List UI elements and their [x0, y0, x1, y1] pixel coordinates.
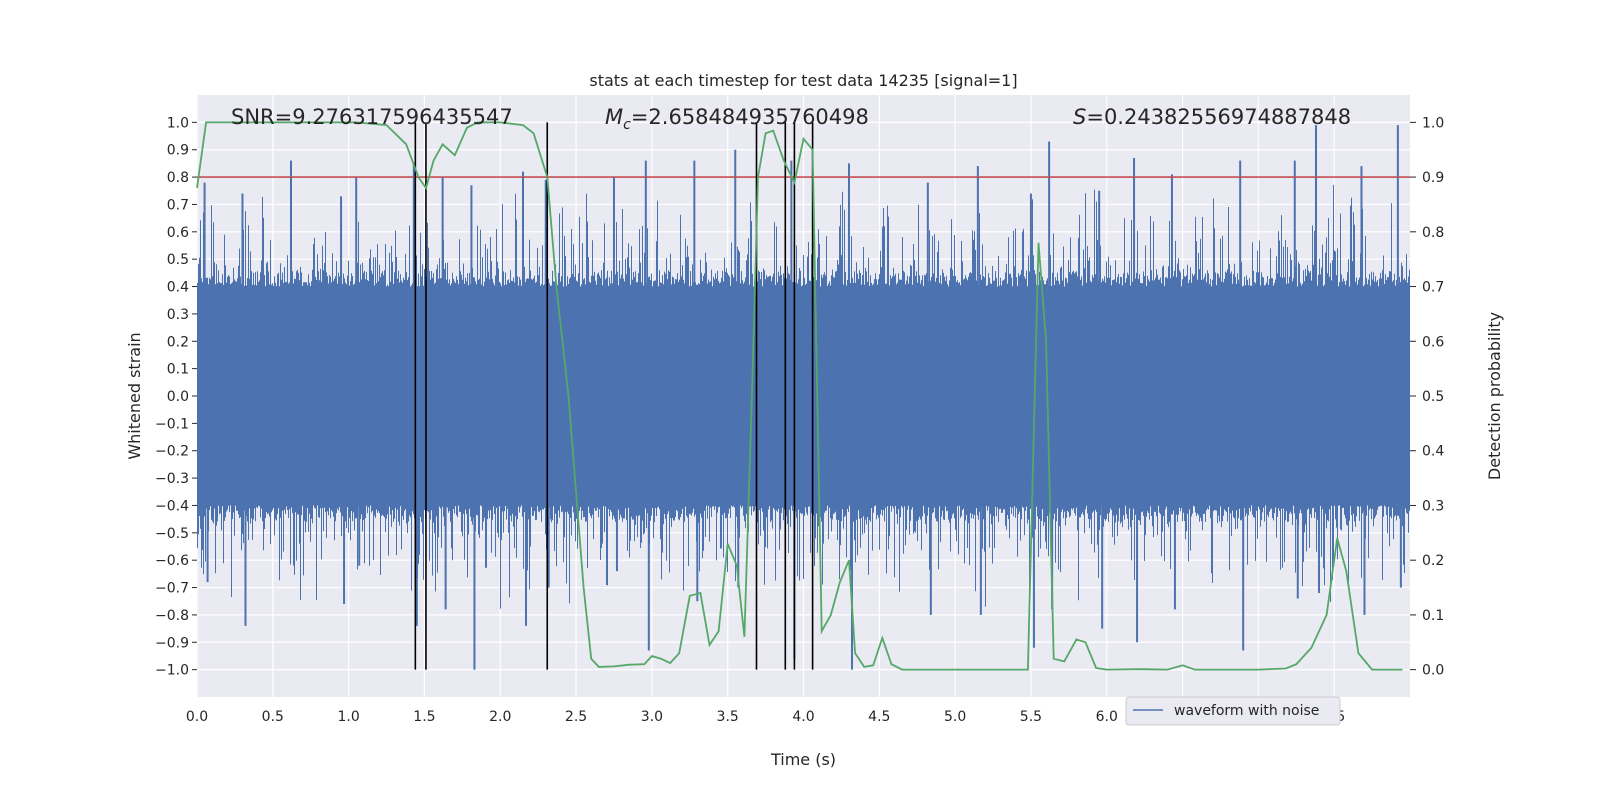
y-left-tick-label: 0.4: [167, 280, 189, 296]
x-tick-label: 0.5: [262, 709, 284, 725]
x-tick-label: 4.5: [868, 709, 890, 725]
y-left-tick-label: −0.9: [155, 635, 189, 651]
y-left-tick-label: −0.3: [155, 471, 189, 487]
y-left-tick-label: −0.2: [155, 444, 189, 460]
y-left-tick-label: 1.0: [167, 115, 189, 131]
y-axis-label-right: Detection probability: [1485, 312, 1504, 480]
chart-title: stats at each timestep for test data 142…: [589, 71, 1017, 90]
y-right-tick-label: 0.5: [1422, 389, 1444, 405]
y-left-tick-label: 0.1: [167, 362, 189, 378]
y-right-tick-label: 1.0: [1422, 115, 1444, 131]
y-right-tick-label: 0.2: [1422, 553, 1444, 569]
y-right-tick-label: 0.4: [1422, 444, 1444, 460]
detection-probability-line: [196, 121, 1403, 671]
y-left-tick-label: −0.7: [155, 581, 189, 597]
y-right-axis-ticks: 1.0 0.9 0.8 0.7 0.6 0.5 0.4 0.3 0.2 0.1 0.0: [1410, 115, 1444, 679]
mc-symbol: M: [605, 105, 623, 129]
y-left-tick-label: −1.0: [155, 663, 189, 679]
y-right-tick-label: 0.0: [1422, 663, 1444, 679]
y-right-tick-label: 0.7: [1422, 280, 1444, 296]
y-left-tick-label: 0.6: [167, 225, 189, 241]
y-left-tick-label: 0.3: [167, 307, 189, 323]
y-left-tick-label: 0.2: [167, 334, 189, 350]
legend-box: [1125, 696, 1341, 726]
x-tick-label: 1.5: [413, 709, 435, 725]
x-tick-label: 4.0: [792, 709, 814, 725]
y-right-tick-label: 0.8: [1422, 225, 1444, 241]
y-left-tick-label: −0.6: [155, 553, 189, 569]
y-right-tick-label: 0.9: [1422, 170, 1444, 186]
y-left-tick-label: 0.7: [167, 197, 189, 213]
y-left-tick-label: −0.5: [155, 526, 189, 542]
s-value: =0.24382556974887848: [1086, 105, 1351, 129]
chirp-mass-annotation: Mc=2.658484935760498: [605, 105, 869, 133]
snr-annotation: SNR=9.276317596435547: [231, 105, 513, 129]
x-tick-label: 3.0: [641, 709, 663, 725]
legend: waveform with noise: [1125, 696, 1341, 726]
y-right-tick-label: 0.1: [1422, 608, 1444, 624]
waveform-noise: [197, 184, 1410, 609]
s-annotation: S=0.24382556974887848: [1073, 105, 1351, 129]
y-left-tick-label: −0.1: [155, 416, 189, 432]
x-axis-label: Time (s): [770, 750, 836, 769]
x-tick-label: 6.0: [1096, 709, 1118, 725]
x-tick-label: 5.5: [1020, 709, 1042, 725]
y-left-tick-label: 0.8: [167, 170, 189, 186]
mc-value: =2.658484935760498: [631, 105, 869, 129]
y-right-tick-label: 0.3: [1422, 498, 1444, 514]
x-tick-label: 1.0: [337, 709, 359, 725]
x-tick-label: 2.5: [565, 709, 587, 725]
waveform-series: [197, 125, 1410, 670]
x-tick-label: 2.0: [489, 709, 511, 725]
y-axis-label-left: Whitened strain: [125, 332, 144, 459]
y-right-tick-label: 0.6: [1422, 334, 1444, 350]
y-left-tick-label: 0.5: [167, 252, 189, 268]
x-tick-label: 3.5: [717, 709, 739, 725]
mc-subscript: c: [623, 117, 631, 133]
x-tick-label: 5.0: [944, 709, 966, 725]
y-left-tick-label: 0.0: [167, 389, 189, 405]
s-symbol: S: [1073, 105, 1086, 129]
y-left-tick-label: −0.8: [155, 608, 189, 624]
y-left-tick-label: 0.9: [167, 143, 189, 159]
legend-label-waveform: waveform with noise: [1174, 703, 1319, 719]
y-left-axis-ticks: 1.0 0.9 0.8 0.7 0.6 0.5 0.4 0.3 0.2 0.1 0.0 −0.1 −0.…: [155, 115, 197, 679]
detection-probability-series: [196, 121, 1403, 671]
x-tick-label: 0.0: [186, 709, 208, 725]
y-left-tick-label: −0.4: [155, 498, 189, 514]
